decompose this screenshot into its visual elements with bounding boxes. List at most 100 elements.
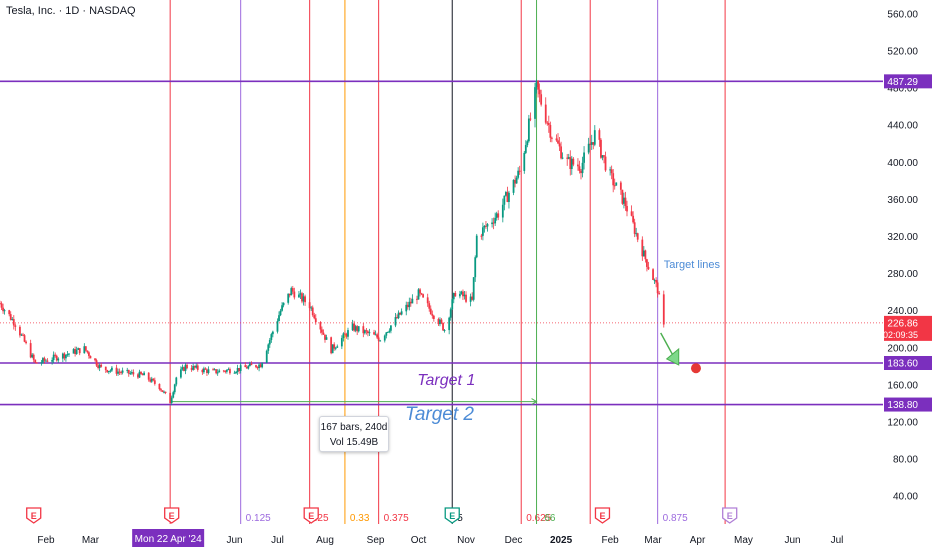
candle-body <box>626 206 628 212</box>
candle-body <box>324 334 326 340</box>
candle-body <box>550 137 553 139</box>
candle-body <box>353 323 356 331</box>
candle-body <box>247 366 250 369</box>
candle-body <box>397 312 400 319</box>
time-axis[interactable]: Feb Mar Jun Jul Aug Sep Oct Nov Dec 2025 Feb Mar Apr… <box>0 526 932 550</box>
candle-body <box>448 317 451 331</box>
candle-body <box>399 312 402 315</box>
candle-body <box>373 332 375 335</box>
candle-body <box>83 346 86 354</box>
price-tick-label: 40.00 <box>893 492 918 503</box>
vertical-line-label: 0.33 <box>350 513 370 524</box>
candle-body <box>229 369 231 374</box>
candle-body <box>35 362 38 364</box>
candle-body <box>598 130 601 140</box>
candle-body <box>233 372 236 374</box>
candle-body <box>581 162 584 174</box>
candle-body <box>224 370 227 372</box>
candle-body <box>290 288 293 296</box>
price-tick-label: 280.00 <box>887 269 918 280</box>
candle-body <box>77 348 80 350</box>
candle-body <box>238 367 241 371</box>
candle-body <box>560 146 562 159</box>
candle-body <box>474 257 477 278</box>
candle-body <box>66 354 69 356</box>
time-tick-label: Jun <box>226 535 242 546</box>
candle-body <box>497 213 500 218</box>
annotation-text: Target 2 <box>405 404 474 425</box>
candle-body <box>258 364 260 369</box>
countdown-label: 02:09:35 <box>883 330 918 340</box>
candle-body <box>106 370 109 373</box>
candle-body <box>40 362 43 364</box>
candle-body <box>95 360 98 366</box>
annotation-text: Target lines <box>664 259 721 271</box>
candle-body <box>330 337 333 354</box>
candle-body <box>227 369 230 371</box>
candle-body <box>255 365 257 368</box>
candle-body <box>321 329 323 333</box>
annotations: Target 1 Target 2 Target lines <box>405 259 721 425</box>
candle-body <box>534 87 536 119</box>
vertical-line-label: .25 <box>315 513 329 524</box>
candle-body <box>248 363 251 367</box>
candle-body <box>267 344 270 351</box>
candle-body <box>363 330 366 334</box>
candle-body <box>385 332 388 336</box>
candle-body <box>405 304 408 312</box>
candle-body <box>558 143 561 147</box>
candle-body <box>278 315 280 322</box>
candle-body <box>524 145 527 153</box>
candle-body <box>529 118 532 120</box>
candle-body <box>193 365 196 368</box>
candle-body <box>86 350 89 353</box>
candle-body <box>503 195 506 205</box>
fib-time-lines: 0.125 .25 0.33 0.375 5 0.625.66 0.875 <box>169 0 726 524</box>
candle-body <box>8 310 11 315</box>
candle-body <box>325 337 328 340</box>
earnings-label: E <box>449 511 455 521</box>
level-tag <box>884 355 932 370</box>
candle-body <box>130 372 133 374</box>
price-axis[interactable]: 40.00 80.00 120.00 160.00 200.00 240.00 280.00… <box>883 0 932 550</box>
candle-body <box>204 368 207 370</box>
candle-body <box>153 380 156 384</box>
target-levels <box>0 80 883 406</box>
candle-body <box>57 358 60 361</box>
candle-body <box>451 299 454 310</box>
date-range-measure <box>170 398 538 406</box>
candle-body <box>515 177 518 184</box>
vertical-line-label: 0.625 <box>526 513 551 524</box>
time-tick-label: Nov <box>457 535 475 546</box>
candle-body <box>604 156 607 171</box>
candle-body <box>169 393 172 404</box>
candle-body <box>152 378 155 381</box>
candle-body <box>630 211 633 216</box>
candle-body <box>458 293 461 297</box>
candle-body <box>206 369 208 373</box>
candle-body <box>431 314 434 316</box>
candle-body <box>127 369 130 374</box>
candle-body <box>636 233 639 240</box>
candle-body <box>225 369 228 372</box>
candle-body <box>569 157 572 170</box>
price-tick-label: 80.00 <box>893 455 918 466</box>
candle-body <box>331 344 334 354</box>
price-axis-bg <box>883 0 932 550</box>
candle-body <box>32 354 35 360</box>
candle-body <box>501 204 504 218</box>
candle-body <box>443 330 446 332</box>
candle-body <box>635 233 638 235</box>
candle-body <box>428 303 431 309</box>
candle-body <box>129 373 132 375</box>
candle-body <box>34 359 37 363</box>
symbol-title: Tesla, Inc. · 1D · NASDAQ <box>6 5 136 17</box>
candle-body <box>483 225 486 228</box>
candle-body <box>261 362 264 368</box>
candle-body <box>89 355 92 359</box>
candle-body <box>465 294 467 302</box>
earnings-icon <box>444 507 460 524</box>
candle-body <box>282 302 285 306</box>
candle-body <box>613 185 616 187</box>
